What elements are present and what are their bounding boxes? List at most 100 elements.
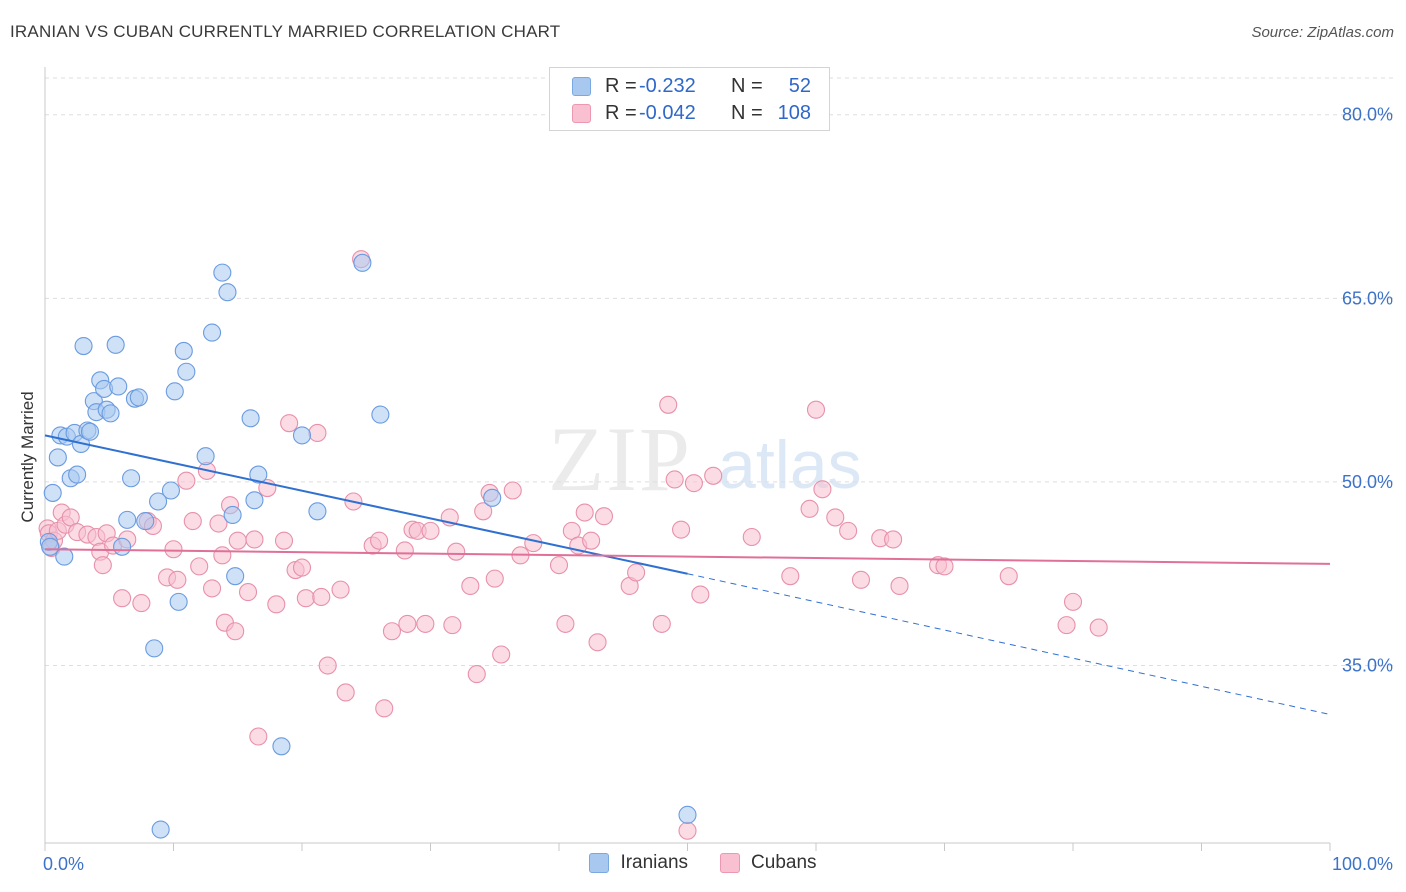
- y-tick-label: 80.0%: [1342, 105, 1393, 125]
- iranians-point: [226, 567, 245, 586]
- iranians-point: [68, 465, 87, 484]
- iranians-point: [80, 422, 100, 441]
- iranians-point: [203, 323, 222, 342]
- iranians-point: [223, 505, 242, 525]
- y-tick-label: 50.0%: [1342, 472, 1393, 492]
- iranians-point: [149, 492, 168, 511]
- iranians-point: [106, 335, 125, 354]
- cubans-point: [190, 557, 209, 576]
- cubans-point: [267, 595, 286, 614]
- cubans-point: [213, 546, 232, 565]
- cubans-point: [467, 665, 486, 684]
- cubans-point: [672, 520, 691, 539]
- iranians-point: [145, 639, 164, 658]
- cubans-point: [370, 531, 389, 550]
- cubans-point: [113, 589, 132, 608]
- cubans-point: [398, 614, 417, 633]
- cubans-point: [245, 530, 264, 549]
- iranians-point: [353, 253, 372, 272]
- iranians-point: [213, 263, 232, 282]
- iranians-point: [151, 820, 170, 839]
- legend-n-label: N =: [731, 101, 763, 124]
- cubans-point: [461, 576, 480, 596]
- cubans-point: [575, 503, 594, 522]
- legend-swatch-cubans: [572, 103, 591, 123]
- cubans-point: [556, 614, 575, 633]
- cubans-trend-line: [44, 548, 1331, 565]
- iranians-point: [241, 409, 260, 428]
- iranians-point: [74, 337, 93, 356]
- cubans-point: [999, 567, 1018, 586]
- cubans-point: [183, 512, 202, 531]
- cubans-point: [336, 683, 355, 702]
- iranians-point: [129, 388, 148, 407]
- cubans-point: [826, 508, 845, 527]
- legend-r-value: -0.232: [639, 74, 696, 97]
- legend-label-iranians: Iranians: [620, 852, 689, 873]
- watermark-zip: ZIP: [548, 408, 692, 510]
- cubans-point: [421, 521, 440, 540]
- cubans-point: [485, 569, 504, 588]
- cubans-point: [524, 534, 543, 553]
- iranians-trend-extension: [687, 573, 1331, 715]
- tick-labels: 35.0% 50.0% 65.0% 80.0% 0.0% 100.0%: [43, 105, 1393, 874]
- series-legend: Iranians Cubans: [0, 852, 1406, 874]
- iranians-point: [196, 447, 215, 466]
- cubans-point: [395, 541, 414, 560]
- cubans-point: [781, 567, 800, 586]
- cubans-point: [1089, 618, 1108, 637]
- cubans-point: [164, 540, 183, 559]
- cubans-point: [691, 585, 710, 604]
- legend-n-value: 108: [777, 101, 811, 124]
- cubans-point: [382, 622, 402, 641]
- cubans-point: [594, 507, 614, 526]
- cubans-point: [292, 558, 312, 577]
- cubans-point: [503, 481, 522, 500]
- legend-r-label: R =: [605, 101, 637, 124]
- legend-item-iranians[interactable]: Iranians: [589, 852, 688, 874]
- cubans-point: [416, 614, 435, 633]
- cubans-point: [851, 570, 871, 589]
- cubans-point: [800, 499, 819, 518]
- y-tick-label: 65.0%: [1342, 288, 1393, 308]
- iranians-point: [483, 488, 502, 507]
- iranians-point: [109, 377, 128, 396]
- cubans-point: [132, 594, 151, 613]
- iranians-point: [174, 341, 193, 361]
- cubans-point: [839, 521, 858, 540]
- cubans-point: [678, 821, 697, 840]
- cubans-point: [492, 645, 511, 664]
- legend-swatch-iranians: [589, 853, 610, 873]
- iranians-points: [39, 253, 697, 839]
- iranians-point: [308, 502, 327, 521]
- cubans-point: [274, 531, 294, 550]
- cubans-point: [652, 614, 671, 633]
- y-axis-label: Currently Married: [18, 391, 37, 522]
- cubans-point: [684, 474, 703, 493]
- iranians-point: [43, 483, 62, 502]
- cubans-point: [238, 583, 258, 602]
- legend-swatch-iranians: [572, 76, 591, 96]
- legend-item-cubans[interactable]: Cubans: [720, 852, 817, 874]
- cubans-point: [280, 414, 299, 433]
- axes: [44, 67, 1331, 851]
- iranians-point: [113, 537, 132, 556]
- cubans-point: [704, 466, 723, 485]
- cubans-point: [588, 633, 607, 652]
- iranians-point: [218, 283, 237, 302]
- cubans-point: [168, 570, 187, 589]
- iranians-point: [245, 491, 264, 510]
- source-label: Source: ZipAtlas.com: [1251, 24, 1394, 41]
- cubans-point: [312, 587, 331, 607]
- iranians-point: [371, 405, 390, 424]
- legend-n-label: N =: [731, 74, 763, 97]
- watermark-atlas: atlas: [718, 427, 862, 503]
- cubans-point: [296, 589, 315, 608]
- x-tick-label: 0.0%: [43, 854, 84, 874]
- cubans-point: [549, 556, 569, 575]
- cubans-point: [203, 579, 222, 598]
- iranians-point: [118, 510, 137, 529]
- iranians-point: [292, 426, 312, 445]
- iranians-point: [101, 404, 120, 423]
